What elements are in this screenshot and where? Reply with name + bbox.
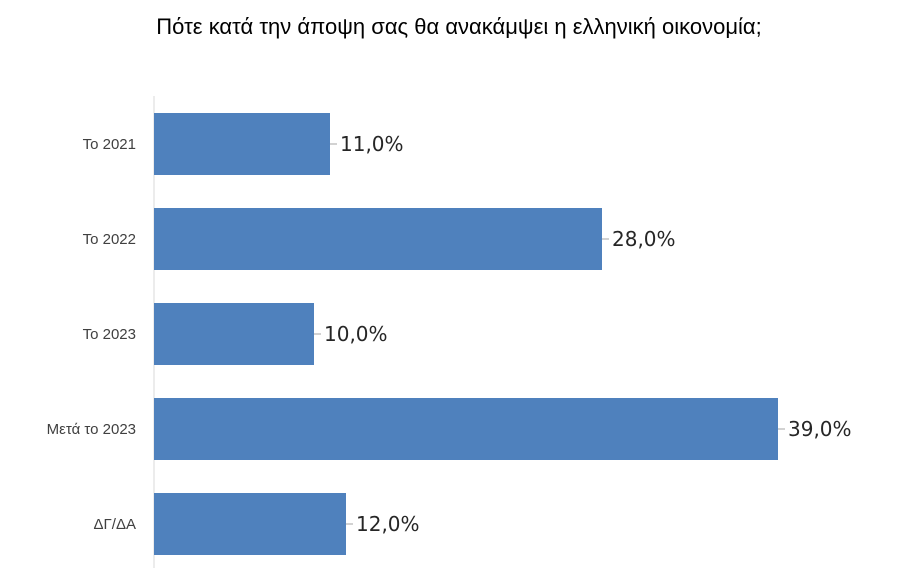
chart-title: Πότε κατά την άποψη σας θα ανακάμψει η ε… xyxy=(156,14,762,39)
bar-4 xyxy=(154,493,346,555)
category-label-3: Μετά το 2023 xyxy=(47,421,136,438)
category-label-4: ΔΓ/ΔΑ xyxy=(94,516,136,533)
category-label-2: Το 2023 xyxy=(83,326,136,343)
bar-3 xyxy=(154,398,778,460)
value-label-4: 12,0% xyxy=(356,512,420,536)
value-label-2: 10,0% xyxy=(324,322,388,346)
value-label-0: 11,0% xyxy=(340,132,404,156)
bars-group xyxy=(154,113,778,555)
category-label-1: Το 2022 xyxy=(83,231,136,248)
category-label-0: Το 2021 xyxy=(83,136,136,153)
bar-0 xyxy=(154,113,330,175)
leader-lines-group xyxy=(314,143,785,525)
value-label-1: 28,0% xyxy=(612,227,676,251)
value-labels-group: 11,0% 28,0% 10,0% 39,0% 12,0% xyxy=(324,132,852,536)
category-labels-group: Το 2021 Το 2022 Το 2023 Μετά το 2023 ΔΓ/ΔΑ xyxy=(47,136,136,533)
bar-1 xyxy=(154,208,602,270)
bar-2 xyxy=(154,303,314,365)
value-label-3: 39,0% xyxy=(788,417,852,441)
